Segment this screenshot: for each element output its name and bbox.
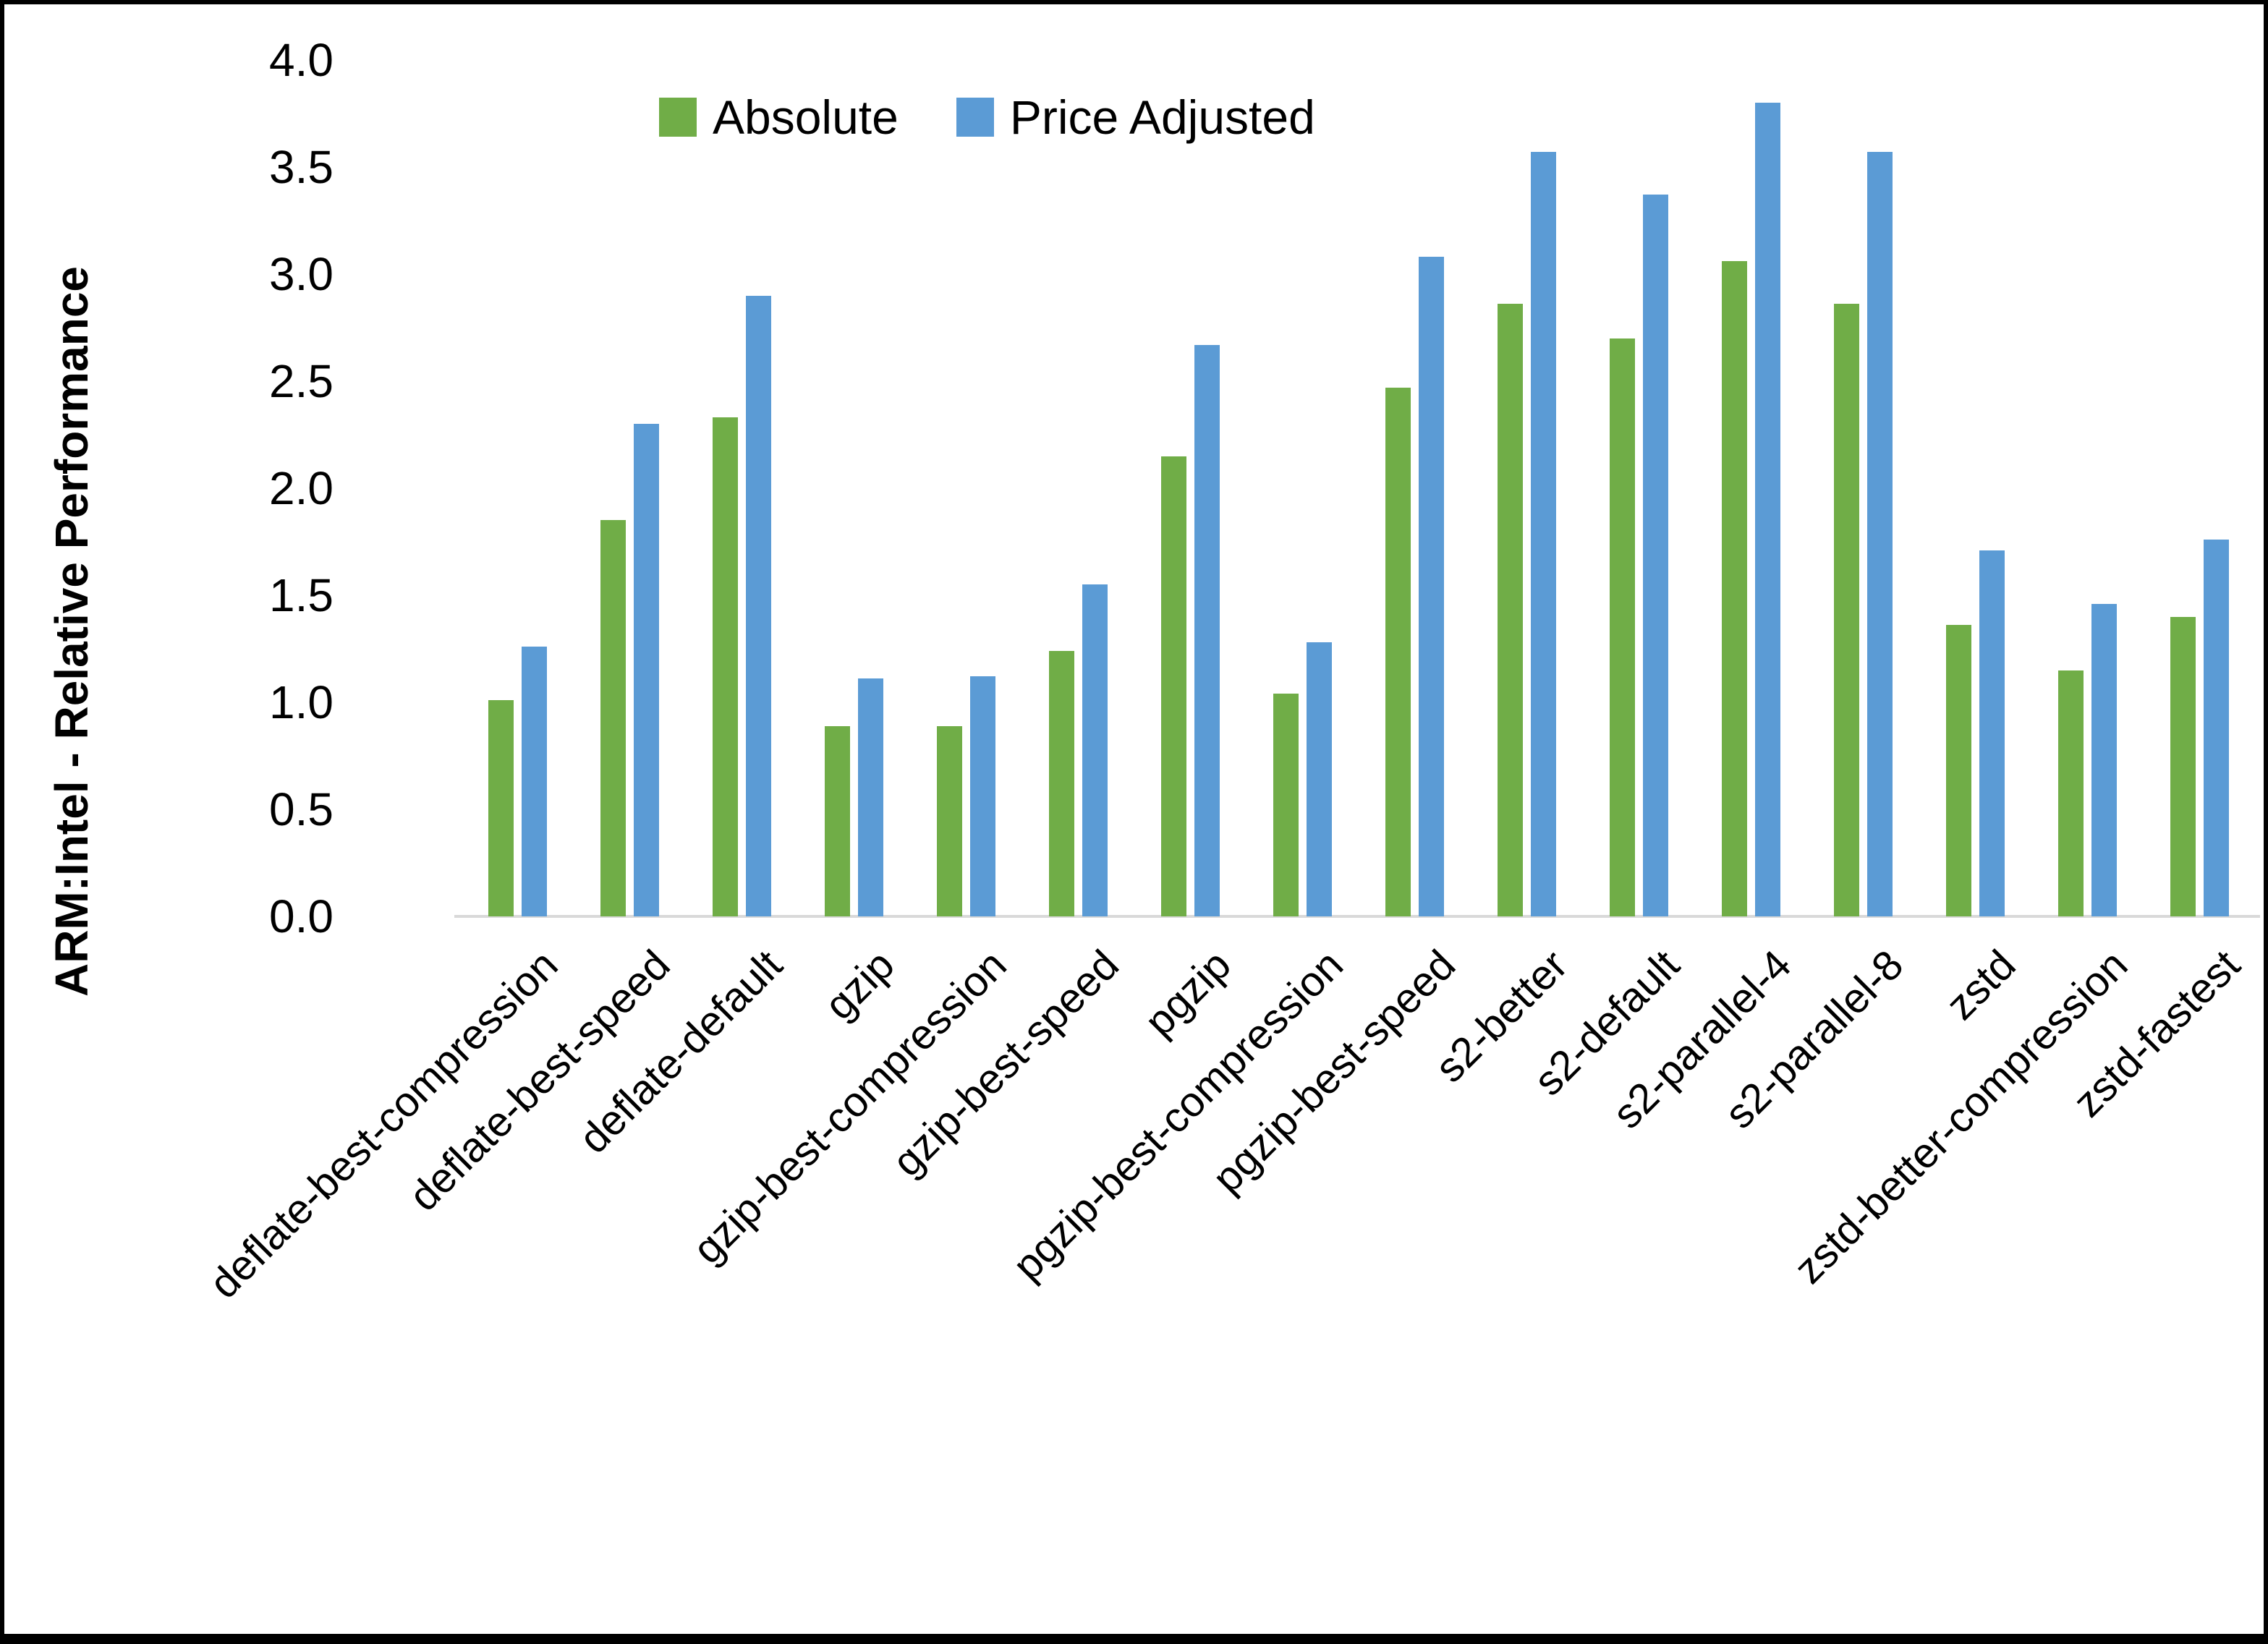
bar-absolute-gzip-best-speed (1049, 650, 1074, 916)
bar-price-adjusted-s2-parallel-8 (1867, 152, 1893, 916)
bar-price-adjusted-gzip-best-speed (1082, 584, 1108, 916)
bar-price-adjusted-deflate-default (746, 295, 771, 916)
legend-item-price-adjusted: Price Adjusted (956, 90, 1315, 145)
bar-absolute-pgzip-best-speed (1385, 387, 1411, 916)
y-tick-label-4.0: 4.0 (269, 34, 334, 86)
bar-price-adjusted-gzip-best-compression (970, 676, 995, 916)
bar-absolute-deflate-best-speed (600, 520, 626, 916)
bar-price-adjusted-s2-default (1643, 195, 1668, 916)
bar-price-adjusted-gzip (858, 678, 883, 916)
bar-price-adjusted-deflate-best-compression (522, 647, 547, 916)
bar-price-adjusted-pgzip (1194, 344, 1220, 916)
x-axis-line (454, 915, 2260, 918)
y-tick-label-3.5: 3.5 (269, 141, 334, 193)
bar-absolute-zstd-better-compression (2058, 670, 2084, 916)
bar-absolute-zstd (1946, 625, 1971, 916)
bar-absolute-deflate-default (713, 417, 738, 916)
bar-price-adjusted-zstd-fastest (2204, 540, 2229, 916)
bar-absolute-s2-default (1610, 338, 1635, 916)
bar-absolute-deflate-best-compression (488, 700, 514, 916)
x-category-label-pgzip: pgzip (1135, 941, 1240, 1046)
legend-item-absolute: Absolute (659, 90, 899, 145)
bar-absolute-gzip-best-compression (937, 725, 962, 916)
bar-price-adjusted-deflate-best-speed (634, 424, 659, 916)
y-tick-label-3.0: 3.0 (269, 248, 334, 300)
legend-label-absolute: Absolute (713, 90, 899, 144)
plot-area (462, 60, 2256, 916)
legend-swatch-absolute (659, 98, 697, 137)
bar-absolute-pgzip-best-compression (1273, 694, 1299, 916)
bar-price-adjusted-pgzip-best-speed (1419, 257, 1444, 916)
x-category-label-zstd: zstd (1937, 941, 2025, 1029)
bar-price-adjusted-s2-better (1531, 152, 1556, 916)
bar-absolute-pgzip (1161, 456, 1186, 916)
legend-swatch-price-adjusted (956, 98, 994, 137)
bar-price-adjusted-s2-parallel-4 (1755, 103, 1780, 916)
x-category-label-gzip: gzip (815, 941, 904, 1029)
y-tick-label-2.5: 2.5 (269, 355, 334, 407)
bar-price-adjusted-zstd (1979, 550, 2005, 916)
bar-absolute-gzip (825, 725, 850, 916)
y-tick-label-0.5: 0.5 (269, 783, 334, 835)
y-tick-label-1.0: 1.0 (269, 676, 334, 728)
bar-absolute-s2-parallel-8 (1834, 304, 1859, 916)
bar-absolute-s2-better (1498, 304, 1523, 916)
bar-price-adjusted-zstd-better-compression (2091, 603, 2117, 916)
bar-absolute-zstd-fastest (2170, 616, 2196, 916)
legend-label-price-adjusted: Price Adjusted (1009, 90, 1315, 144)
y-tick-label-2.0: 2.0 (269, 462, 334, 514)
legend: Absolute Price Adjusted (659, 90, 1315, 145)
y-tick-label-0.0: 0.0 (269, 890, 334, 942)
y-tick-label-1.5: 1.5 (269, 569, 334, 621)
bar-price-adjusted-pgzip-best-compression (1307, 642, 1332, 916)
y-axis-title: ARM:Intel - Relative Performance (46, 265, 98, 997)
x-category-label-deflate-default: deflate-default (569, 941, 791, 1163)
bar-absolute-s2-parallel-4 (1722, 261, 1747, 916)
